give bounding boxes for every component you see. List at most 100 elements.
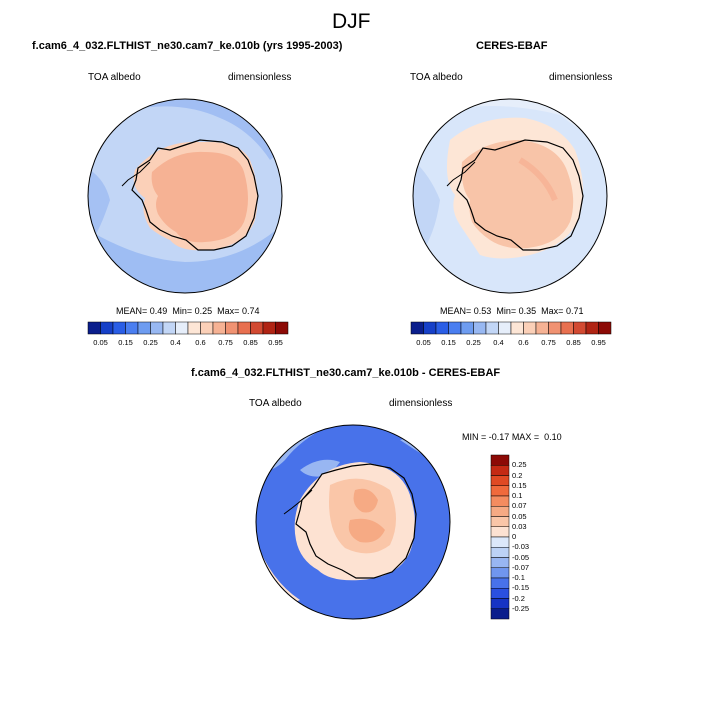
model-variable-label: TOA albedo — [88, 72, 141, 83]
obs-ocean — [413, 99, 607, 293]
diff-colorbar-box — [490, 536, 510, 548]
diff-colorbar-tick: 0.03 — [512, 521, 527, 531]
diff-antarctica — [294, 462, 415, 581]
model-colorbar-tick: 0.95 — [268, 338, 283, 347]
diff-colorbar-tick: -0.03 — [512, 542, 530, 552]
model-colorbar-tick: 0.75 — [218, 338, 233, 347]
model-panel-title: f.cam6_4_032.FLTHIST_ne30.cam7_ke.010b (… — [32, 40, 343, 52]
diff-colorbar-tick: -0.05 — [512, 552, 530, 562]
model-colorbar-box — [175, 321, 189, 335]
obs-colorbar-tick: 0.05 — [416, 338, 431, 347]
model-colorbar-tick: 0.6 — [195, 338, 206, 347]
diff-colorbar-box — [490, 608, 510, 620]
obs-colorbar-box — [585, 321, 599, 335]
diff-coastline — [295, 463, 417, 579]
diff-panel-title: f.cam6_4_032.FLTHIST_ne30.cam7_ke.010b -… — [191, 367, 501, 379]
model-ocean-band — [88, 225, 282, 293]
diff-colorbar-ticks: 0.25 0.2 0.15 0.1 0.07 0.05 0.03 0 -0.03 -0.05 -0.… — [512, 455, 552, 619]
model-colorbar-tick: 0.25 — [143, 338, 158, 347]
obs-colorbar-box — [535, 321, 549, 335]
model-ocean — [88, 99, 282, 293]
model-colorbar-box — [87, 321, 101, 335]
model-colorbar-tick: 0.4 — [170, 338, 181, 347]
model-colorbar-box — [112, 321, 126, 335]
diff-colorbar-box — [490, 567, 510, 579]
model-colorbar-box — [200, 321, 214, 335]
diff-colorbar-box — [490, 577, 510, 589]
model-colorbar-box — [100, 321, 114, 335]
diff-colorbar-tick: 0.05 — [512, 511, 527, 521]
model-coastline — [131, 139, 259, 251]
diff-colorbar-box — [490, 485, 510, 497]
obs-colorbar-box — [573, 321, 587, 335]
obs-colorbar-tick: 0.95 — [591, 338, 606, 347]
model-stats: MEAN= 0.49 Min= 0.25 Max= 0.74 — [116, 306, 260, 316]
diff-stats: MIN = -0.17 MAX = 0.10 — [462, 432, 562, 442]
diff-colorbar-tick: 0 — [512, 532, 517, 541]
model-colorbar-box — [162, 321, 176, 335]
diff-variable-label: TOA albedo — [249, 398, 302, 409]
obs-colorbar-box — [448, 321, 462, 335]
obs-coastline — [456, 139, 584, 251]
obs-colorbar-tick: 0.15 — [441, 338, 456, 347]
obs-colorbar-box — [423, 321, 437, 335]
diff-ocean — [256, 425, 450, 619]
diff-colorbar-tick: -0.2 — [512, 593, 525, 603]
model-colorbar-tick: 0.05 — [93, 338, 108, 347]
diff-colorbar-box — [490, 588, 510, 599]
model-colorbar-tick: 0.85 — [243, 338, 258, 347]
obs-colorbar-tick: 0.4 — [493, 338, 504, 347]
diff-colorbar-box — [490, 547, 510, 558]
model-colorbar-box — [150, 321, 164, 335]
obs-variable-label: TOA albedo — [410, 72, 463, 83]
diff-colorbar-box — [490, 506, 510, 517]
figure-title: DJF — [332, 10, 371, 33]
obs-colorbar-box — [435, 321, 449, 335]
model-units-label: dimensionless — [228, 72, 292, 83]
diff-colorbar-tick: -0.07 — [512, 562, 530, 572]
diff-colorbar — [490, 454, 510, 620]
diff-colorbar-box — [490, 465, 510, 476]
model-colorbar-box — [275, 321, 289, 335]
model-colorbar-box — [250, 321, 264, 335]
obs-colorbar-box — [410, 321, 424, 335]
model-colorbar-box — [237, 321, 251, 335]
diff-colorbar-box — [490, 557, 510, 568]
obs-antarctica — [461, 140, 574, 249]
obs-colorbar-box — [473, 321, 487, 335]
diff-colorbar-box — [490, 475, 510, 486]
diff-colorbar-tick: 0.25 — [512, 460, 527, 470]
obs-stats: MEAN= 0.53 Min= 0.35 Max= 0.71 — [440, 306, 584, 316]
obs-panel-title: CERES-EBAF — [476, 40, 548, 52]
model-colorbar-tick: 0.15 — [118, 338, 133, 347]
diff-colorbar-tick: -0.25 — [512, 603, 530, 613]
model-colorbar-ticks: 0.05 0.15 0.25 0.4 0.6 0.75 0.85 0.95 — [88, 338, 288, 348]
obs-colorbar-tick: 0.85 — [566, 338, 581, 347]
obs-colorbar-ticks: 0.05 0.15 0.25 0.4 0.6 0.75 0.85 0.95 — [411, 338, 611, 348]
obs-colorbar-tick: 0.75 — [541, 338, 556, 347]
diff-colorbar-box — [490, 454, 510, 466]
diff-units-label: dimensionless — [389, 398, 453, 409]
obs-colorbar-box — [598, 321, 612, 335]
obs-colorbar-box — [560, 321, 574, 335]
obs-colorbar — [410, 321, 612, 335]
model-colorbar-box — [137, 321, 151, 335]
model-antarctica-edge — [133, 141, 258, 251]
obs-colorbar-box — [548, 321, 562, 335]
diff-colorbar-box — [490, 516, 510, 527]
diff-colorbar-tick: 0.1 — [512, 491, 523, 500]
diff-colorbar-tick: -0.15 — [512, 583, 530, 593]
diff-colorbar-tick: 0.07 — [512, 501, 527, 511]
model-antarctica — [151, 151, 248, 243]
model-colorbar-box — [125, 321, 139, 335]
obs-colorbar-box — [460, 321, 474, 335]
diff-colorbar-tick: 0.2 — [512, 470, 523, 480]
model-colorbar-box — [262, 321, 276, 335]
model-colorbar-box — [225, 321, 239, 335]
obs-colorbar-box — [523, 321, 537, 335]
obs-colorbar-tick: 0.25 — [466, 338, 481, 347]
model-colorbar-box — [212, 321, 226, 335]
obs-colorbar-tick: 0.6 — [518, 338, 529, 347]
